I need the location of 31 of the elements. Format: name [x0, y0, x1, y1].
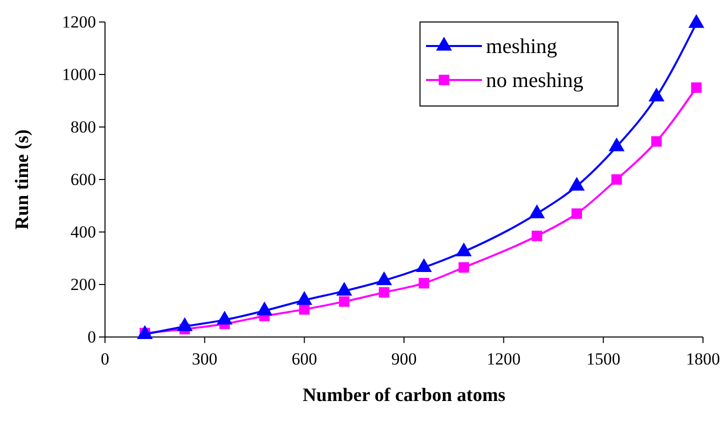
y-tick-label: 1200 — [62, 12, 96, 32]
y-tick-label: 200 — [70, 274, 96, 294]
x-tick-label: 300 — [192, 350, 218, 369]
x-tick-label: 0 — [100, 350, 110, 369]
y-tick-label: 0 — [88, 327, 96, 346]
y-tick-label: 400 — [70, 222, 96, 242]
point — [338, 296, 350, 307]
point — [572, 208, 582, 219]
point — [458, 262, 470, 273]
point — [568, 176, 585, 191]
x-tick-label: 1200 — [486, 350, 521, 369]
point — [299, 304, 310, 315]
point — [418, 278, 430, 288]
y-axis-title: Run time (s) — [12, 129, 33, 230]
point — [608, 137, 625, 152]
y-tick-label: 1000 — [62, 64, 96, 84]
x-tick-label: 900 — [391, 350, 417, 369]
y-tick-label: 800 — [70, 117, 96, 136]
x-axis-title: Number of carbon atoms — [302, 385, 506, 406]
point — [528, 204, 545, 218]
y-tick-label: 600 — [70, 170, 96, 189]
x-tick-label: 600 — [292, 350, 318, 369]
point — [688, 14, 704, 28]
point — [611, 174, 622, 185]
point — [532, 230, 542, 242]
point — [648, 88, 664, 102]
legend-label: no meshing — [486, 68, 584, 92]
legend-label: meshing — [486, 34, 558, 58]
point — [378, 287, 390, 298]
x-tick-label: 1500 — [586, 350, 620, 369]
x-tick-label: 1800 — [686, 350, 720, 369]
